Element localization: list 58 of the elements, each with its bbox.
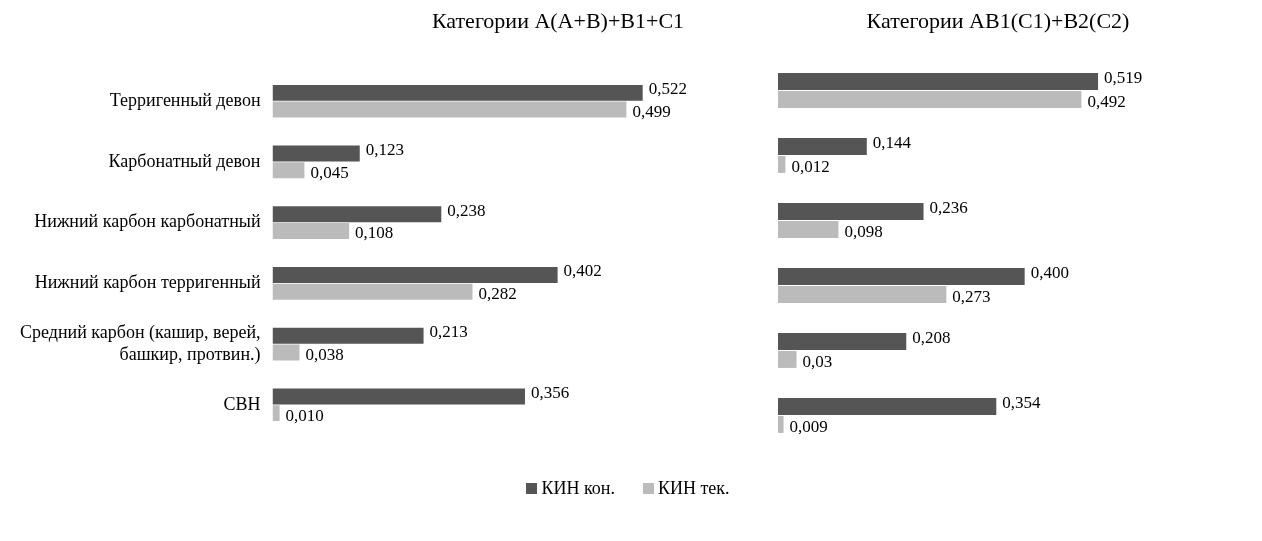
data-label: 0,213 bbox=[429, 322, 468, 342]
bar bbox=[272, 267, 558, 283]
bar bbox=[778, 90, 1082, 108]
data-label: 0,144 bbox=[872, 133, 912, 153]
y-tick-label: Нижний карбон карбонатный bbox=[34, 211, 261, 232]
data-label: 0,499 bbox=[632, 101, 671, 121]
bar bbox=[778, 350, 797, 368]
bar bbox=[778, 398, 997, 416]
bar bbox=[272, 162, 305, 179]
bar bbox=[778, 203, 924, 221]
bar bbox=[778, 333, 907, 351]
data-label: 0,273 bbox=[952, 286, 991, 306]
bar bbox=[272, 101, 627, 118]
bar bbox=[272, 388, 525, 405]
bar bbox=[778, 155, 786, 173]
data-label: 0,400 bbox=[1030, 263, 1069, 283]
data-label: 0,522 bbox=[648, 79, 687, 99]
bar bbox=[272, 206, 442, 223]
data-label: 0,356 bbox=[530, 382, 570, 402]
bar bbox=[272, 327, 424, 344]
data-label: 0,045 bbox=[310, 162, 349, 182]
data-label: 0,108 bbox=[355, 223, 394, 243]
bar bbox=[272, 84, 643, 101]
data-label: 0,282 bbox=[478, 284, 517, 304]
legend-label: КИН тек. bbox=[657, 478, 730, 499]
bar bbox=[272, 283, 473, 300]
data-label: 0,03 bbox=[802, 351, 833, 371]
data-label: 0,038 bbox=[305, 344, 344, 364]
data-label: 0,238 bbox=[447, 200, 486, 220]
data-label: 0,012 bbox=[791, 156, 830, 176]
y-tick-label: Нижний карбон терригенный bbox=[34, 272, 261, 293]
bar bbox=[778, 73, 1099, 91]
bar bbox=[778, 415, 784, 433]
bar bbox=[272, 344, 300, 361]
bar bbox=[272, 223, 350, 239]
bar bbox=[778, 268, 1025, 286]
data-label: 0,208 bbox=[912, 328, 951, 348]
data-label: 0,402 bbox=[563, 261, 602, 281]
y-tick-label: СВН bbox=[223, 393, 261, 414]
data-label: 0,519 bbox=[1104, 68, 1143, 88]
bar bbox=[778, 138, 867, 156]
chart-title: Категории A(A+B)+B1+C1 bbox=[430, 8, 686, 35]
chart-title: Категории AB1(C1)+B2(C2) bbox=[865, 8, 1131, 35]
y-tick-label: Карбонатный девон bbox=[108, 150, 261, 171]
y-tick-label: Средний карбон (кашир, верей, башкир, протвин.) bbox=[19, 322, 261, 365]
y-tick-label: Терригенный девон bbox=[109, 89, 261, 110]
legend-label: КИН кон. bbox=[541, 478, 615, 499]
data-label: 0,098 bbox=[844, 221, 883, 241]
bar bbox=[778, 285, 947, 303]
data-label: 0,236 bbox=[929, 198, 968, 218]
bar bbox=[272, 405, 280, 422]
data-label: 0,354 bbox=[1002, 393, 1042, 413]
bar bbox=[778, 220, 839, 238]
data-label: 0,492 bbox=[1087, 91, 1126, 111]
bar bbox=[272, 145, 360, 162]
data-label: 0,123 bbox=[365, 140, 404, 160]
data-label: 0,009 bbox=[789, 416, 828, 436]
data-label: 0,010 bbox=[285, 405, 324, 425]
